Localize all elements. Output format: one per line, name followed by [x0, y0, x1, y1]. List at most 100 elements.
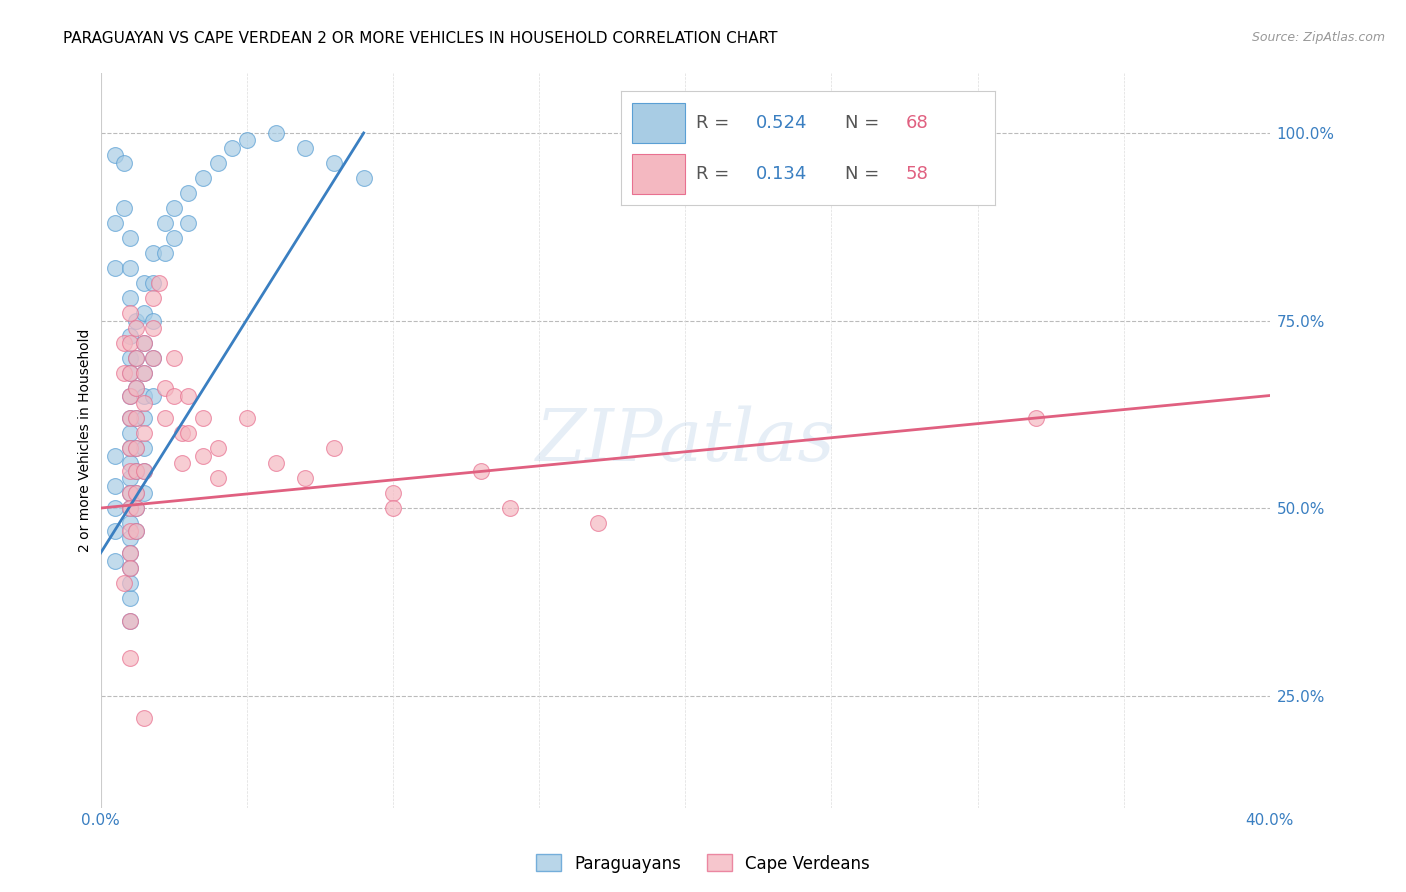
Point: [125, 381, 148, 395]
Point: [118, 576, 141, 591]
Point: [177, 388, 200, 402]
Point: [118, 614, 141, 628]
Point: [118, 366, 141, 380]
Point: [118, 561, 141, 575]
Point: [134, 388, 156, 402]
Point: [125, 464, 148, 478]
Point: [177, 216, 200, 230]
Point: [207, 441, 229, 455]
Point: [323, 156, 346, 170]
Point: [323, 441, 346, 455]
Point: [125, 486, 148, 500]
Point: [294, 141, 316, 155]
Point: [118, 524, 141, 538]
Point: [125, 351, 148, 365]
Point: [104, 553, 127, 567]
Text: ZIPatlas: ZIPatlas: [536, 405, 835, 475]
Point: [470, 464, 492, 478]
Point: [118, 501, 141, 516]
Point: [125, 524, 148, 538]
Point: [125, 501, 148, 516]
Point: [118, 441, 141, 455]
Point: [142, 321, 165, 335]
Y-axis label: 2 or more Vehicles in Household: 2 or more Vehicles in Household: [79, 329, 93, 552]
Point: [118, 501, 141, 516]
Point: [104, 260, 127, 275]
Point: [125, 411, 148, 425]
Point: [118, 456, 141, 470]
Point: [118, 441, 141, 455]
Point: [125, 501, 148, 516]
Point: [134, 366, 156, 380]
Point: [586, 516, 609, 530]
Point: [134, 276, 156, 290]
Point: [118, 231, 141, 245]
Point: [112, 156, 135, 170]
Point: [134, 366, 156, 380]
Point: [118, 388, 141, 402]
Point: [118, 516, 141, 530]
Point: [191, 171, 214, 186]
Legend: Paraguayans, Cape Verdeans: Paraguayans, Cape Verdeans: [530, 847, 876, 880]
Point: [264, 456, 287, 470]
Point: [134, 425, 156, 440]
Point: [104, 501, 127, 516]
Point: [125, 486, 148, 500]
Point: [142, 351, 165, 365]
Point: [118, 561, 141, 575]
Point: [125, 464, 148, 478]
Point: [264, 126, 287, 140]
Point: [177, 186, 200, 200]
Point: [148, 276, 170, 290]
Point: [112, 366, 135, 380]
Point: [153, 246, 176, 260]
Point: [125, 441, 148, 455]
Point: [104, 148, 127, 162]
Point: [207, 156, 229, 170]
Point: [294, 471, 316, 485]
Text: PARAGUAYAN VS CAPE VERDEAN 2 OR MORE VEHICLES IN HOUSEHOLD CORRELATION CHART: PARAGUAYAN VS CAPE VERDEAN 2 OR MORE VEH…: [63, 31, 778, 46]
Point: [172, 425, 194, 440]
Point: [191, 411, 214, 425]
Point: [118, 291, 141, 305]
Point: [142, 246, 165, 260]
Point: [118, 260, 141, 275]
Point: [163, 231, 186, 245]
Point: [118, 366, 141, 380]
Point: [118, 546, 141, 560]
Point: [125, 313, 148, 327]
Point: [134, 411, 156, 425]
Point: [142, 351, 165, 365]
Point: [118, 388, 141, 402]
Point: [125, 351, 148, 365]
Point: [236, 411, 259, 425]
Point: [221, 141, 243, 155]
Point: [112, 576, 135, 591]
Point: [134, 336, 156, 351]
Point: [125, 441, 148, 455]
Point: [118, 651, 141, 665]
Point: [163, 388, 186, 402]
Point: [104, 449, 127, 463]
Point: [112, 201, 135, 215]
Point: [134, 396, 156, 410]
Point: [134, 336, 156, 351]
Point: [134, 441, 156, 455]
Point: [142, 291, 165, 305]
Point: [207, 471, 229, 485]
Point: [118, 328, 141, 343]
Point: [104, 524, 127, 538]
Point: [118, 425, 141, 440]
Point: [125, 411, 148, 425]
Point: [125, 321, 148, 335]
Point: [142, 276, 165, 290]
Point: [153, 411, 176, 425]
Point: [118, 546, 141, 560]
Point: [381, 501, 404, 516]
Point: [112, 336, 135, 351]
Point: [134, 711, 156, 725]
Point: [118, 471, 141, 485]
Point: [118, 336, 141, 351]
Point: [118, 411, 141, 425]
Point: [134, 306, 156, 320]
